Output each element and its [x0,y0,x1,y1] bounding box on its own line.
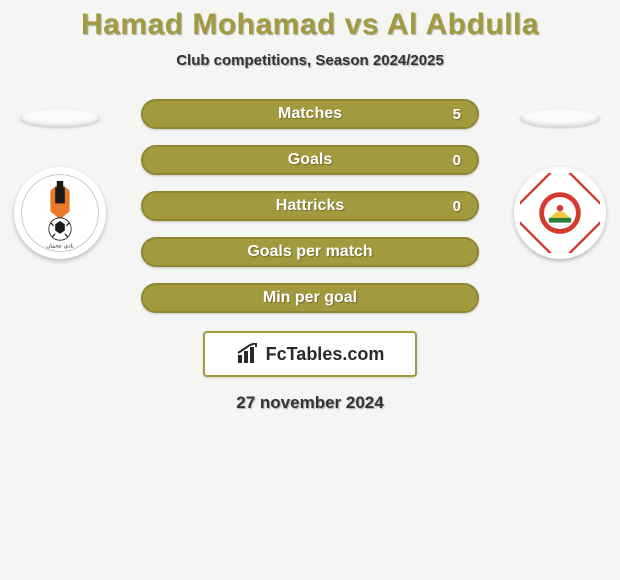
date-text: 27 november 2024 [236,393,383,413]
club-logo-right [514,167,606,259]
club-logo-left-icon: نادي عجمان [20,173,100,253]
stat-bar-hattricks: Hattricks 0 [141,191,479,221]
brand-text: FcTables.com [266,344,385,365]
brand-box: FcTables.com [203,331,417,377]
stat-bars: Matches 5 Goals 0 Hattricks 0 Goals per … [135,99,485,313]
comparison-infographic: Hamad Mohamad vs Al Abdulla Club competi… [0,0,620,580]
stat-bar-goals: Goals 0 [141,145,479,175]
player-left-marker [20,109,100,127]
stat-label: Matches [278,105,342,123]
page-subtitle: Club competitions, Season 2024/2025 [176,52,444,69]
player-left-col: نادي عجمان [10,99,110,259]
player-right-col [510,99,610,259]
stat-label: Goals [288,151,332,169]
stat-label: Min per goal [263,289,357,307]
club-logo-left: نادي عجمان [14,167,106,259]
comparison-row: نادي عجمان Matches 5 Goals 0 Hattricks 0… [0,99,620,313]
stat-bar-matches: Matches 5 [141,99,479,129]
svg-text:نادي عجمان: نادي عجمان [46,242,74,249]
club-logo-right-icon [520,173,600,253]
stat-bar-goals-per-match: Goals per match [141,237,479,267]
stat-label: Goals per match [247,243,372,261]
stat-value: 0 [453,198,461,215]
page-title: Hamad Mohamad vs Al Abdulla [81,8,539,42]
stat-label: Hattricks [276,197,344,215]
stat-value: 0 [453,152,461,169]
chart-icon [236,343,262,365]
stat-value: 5 [453,106,461,123]
player-right-marker [520,109,600,127]
stat-bar-min-per-goal: Min per goal [141,283,479,313]
